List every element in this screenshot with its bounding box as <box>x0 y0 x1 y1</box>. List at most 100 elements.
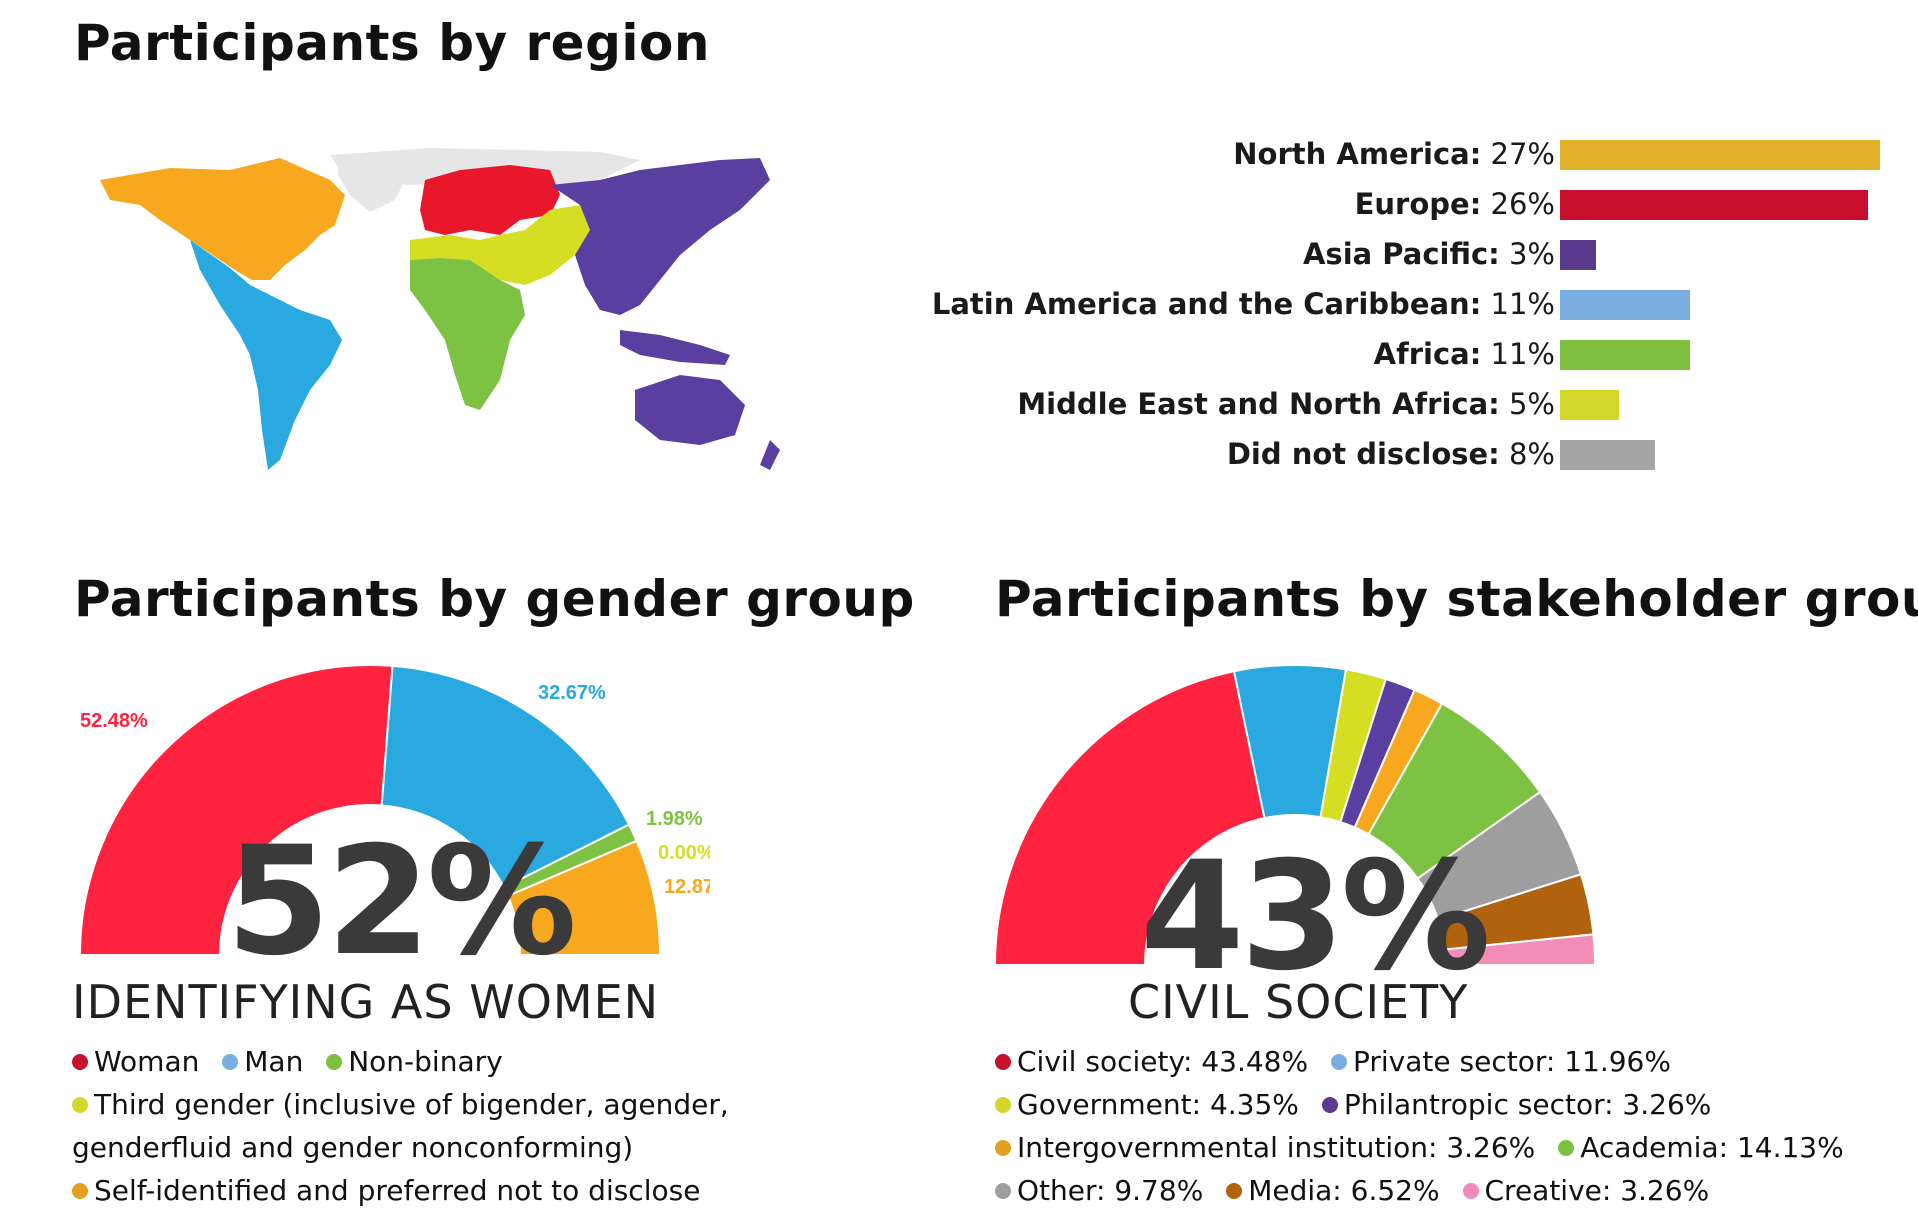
region-bar-row: Middle East and North Africa: 5% <box>930 385 1890 425</box>
region-name: Africa: <box>1373 337 1482 371</box>
legend-item-academia: Academia: 14.13% <box>1558 1126 1844 1169</box>
legend-dot <box>72 1183 88 1199</box>
legend-dot <box>995 1140 1011 1156</box>
region-bar-chart: North America: 27% Europe: 26% Asia Pacifi… <box>930 135 1890 475</box>
map-australia <box>635 375 745 445</box>
region-bar <box>1560 440 1655 470</box>
region-bar-row: North America: 27% <box>930 135 1890 175</box>
legend-item-government: Government: 4.35% <box>995 1083 1299 1126</box>
map-greenland <box>338 152 410 212</box>
stakeholder-title: Participants by stakeholder group <box>995 570 1918 628</box>
legend-item-private-sector: Private sector: 11.96% <box>1331 1040 1671 1083</box>
stakeholder-subheading: CIVIL SOCIETY <box>1128 975 1469 1029</box>
legend-dot <box>72 1097 88 1113</box>
world-map <box>100 148 780 470</box>
legend-item-creative: Creative: 3.26% <box>1462 1169 1709 1212</box>
gender-title: Participants by gender group <box>74 570 915 628</box>
gender-half-donut <box>78 664 662 956</box>
gender-slice-label-woman: 52.48% <box>80 710 148 732</box>
region-bar <box>1560 140 1880 170</box>
gender-slice-label-third-gender: 0.00% <box>658 842 710 864</box>
region-bar <box>1560 390 1620 420</box>
gender-slice-label-undisclosed: 12.87% <box>664 876 710 898</box>
region-bar-row: Did not disclose: 8% <box>930 435 1890 475</box>
gender-big-percent: 52% <box>226 815 577 989</box>
stakeholder-slice-0 <box>993 670 1266 966</box>
region-bar-row: Asia Pacific: 3% <box>930 235 1890 275</box>
map-africa <box>410 258 525 410</box>
legend-dot <box>222 1054 239 1070</box>
legend-dot <box>995 1054 1011 1070</box>
region-pct: 11% <box>1481 287 1555 321</box>
gender-slice-label-man: 32.67% <box>538 682 606 704</box>
legend-item-third-gender: Third gender (inclusive of bigender, age… <box>72 1088 729 1164</box>
region-bar <box>1560 240 1596 270</box>
legend-item-philantropic-sector: Philantropic sector: 3.26% <box>1321 1083 1711 1126</box>
region-name: Europe: <box>1354 187 1482 221</box>
map-asia-pacific <box>550 158 770 315</box>
gender-slice-0 <box>78 664 394 956</box>
stakeholder-legend: Civil society: 43.48% Private sector: 11… <box>995 1040 1895 1212</box>
region-name: Middle East and North Africa: <box>1017 387 1500 421</box>
gender-slice-1 <box>380 664 631 889</box>
stakeholder-half-donut <box>993 664 1597 966</box>
region-bar-label: Middle East and North Africa: 5% <box>1017 387 1555 421</box>
region-bar <box>1560 190 1869 220</box>
legend-dot <box>1558 1140 1575 1156</box>
legend-row: Other: 9.78% Media: 6.52% Creative: 3.26… <box>995 1169 1895 1212</box>
gender-slice-4 <box>506 839 662 956</box>
gender-subheading: IDENTIFYING AS WOMEN <box>72 975 660 1029</box>
legend-item-civil-society: Civil society: 43.48% <box>995 1040 1308 1083</box>
legend-item-woman: Woman <box>72 1040 199 1083</box>
legend-item-nonbinary: Non-binary <box>326 1040 503 1083</box>
region-bar-label: Africa: 11% <box>1374 337 1555 371</box>
region-name: Latin America and the Caribbean: <box>931 287 1482 321</box>
region-title: Participants by region <box>74 14 710 72</box>
map-mena <box>410 205 590 285</box>
legend-item-other: Other: 9.78% <box>995 1169 1203 1212</box>
region-pct: 27% <box>1481 137 1555 171</box>
region-pct: 26% <box>1481 187 1555 221</box>
legend-dot <box>72 1054 88 1070</box>
region-bar-label: Latin America and the Caribbean: 11% <box>932 287 1555 321</box>
legend-item-undisclosed: Self-identified and preferred not to dis… <box>72 1169 792 1212</box>
map-nz <box>760 440 780 470</box>
map-indonesia <box>620 330 730 365</box>
legend-dot <box>1321 1097 1338 1113</box>
legend-dot <box>326 1054 343 1070</box>
legend-row: Government: 4.35% Philantropic sector: 3… <box>995 1083 1895 1126</box>
map-arctic <box>330 148 640 185</box>
legend-item-intergovernmental: Intergovernmental institution: 3.26% <box>995 1126 1535 1169</box>
map-europe <box>420 165 560 235</box>
gender-slice-label-nonbinary: 1.98% <box>646 808 703 830</box>
region-name: Did not disclose: <box>1226 437 1500 471</box>
legend-dot <box>1331 1054 1347 1070</box>
legend-row: Civil society: 43.48% Private sector: 11… <box>995 1040 1895 1083</box>
gender-legend: Woman Man Non-binary Third gender (inclu… <box>72 1040 792 1212</box>
region-bar-label: Did not disclose: 8% <box>1227 437 1555 471</box>
legend-dot <box>1462 1183 1479 1199</box>
region-bar <box>1560 290 1691 320</box>
legend-item-man: Man <box>222 1040 303 1083</box>
legend-dot <box>995 1097 1011 1113</box>
map-north-america <box>100 158 345 280</box>
region-bar-label: Asia Pacific: 3% <box>1303 237 1555 271</box>
map-latin-america <box>190 240 342 470</box>
region-bar <box>1560 340 1691 370</box>
region-pct: 3% <box>1499 237 1555 271</box>
region-pct: 8% <box>1499 437 1555 471</box>
region-pct: 5% <box>1499 387 1555 421</box>
legend-dot <box>1226 1183 1243 1199</box>
stakeholder-slice-8 <box>1443 933 1597 966</box>
region-bar-row: Africa: 11% <box>930 335 1890 375</box>
region-bar-label: Europe: 26% <box>1355 187 1555 221</box>
region-pct: 11% <box>1481 337 1555 371</box>
stakeholder-big-percent: 43% <box>1140 830 1491 1004</box>
legend-dot <box>995 1183 1011 1199</box>
region-name: Asia Pacific: <box>1302 237 1500 271</box>
region-bar-row: Latin America and the Caribbean: 11% <box>930 285 1890 325</box>
legend-item-media: Media: 6.52% <box>1226 1169 1440 1212</box>
legend-row: Intergovernmental institution: 3.26% Aca… <box>995 1126 1895 1169</box>
region-bar-row: Europe: 26% <box>930 185 1890 225</box>
region-bar-label: North America: 27% <box>1233 137 1555 171</box>
